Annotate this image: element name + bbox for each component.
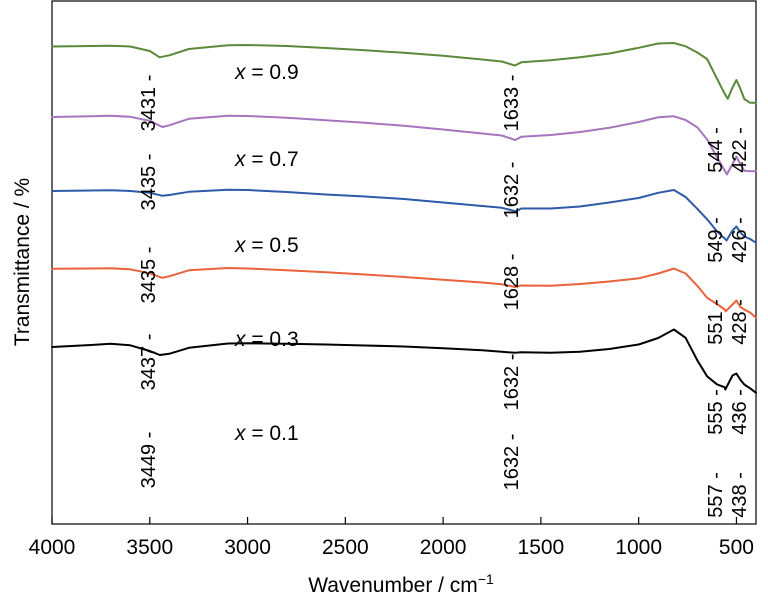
peak-label: 1628 - (501, 254, 523, 311)
y-axis-title: Transmittance / % (11, 178, 34, 346)
peak-label: 436 - (729, 389, 751, 435)
series-line (51, 114, 757, 176)
series-line (51, 42, 757, 104)
peak-label: 3431 - (138, 75, 160, 132)
peak-label: 428 - (729, 299, 751, 345)
peak-label: 555 - (705, 389, 727, 435)
peak-label: 557 - (705, 472, 727, 518)
series-line (51, 188, 757, 244)
peak-label: 422 - (729, 127, 751, 173)
series-label: x = 0.5 (234, 234, 299, 257)
x-tick-label: 4000 (29, 536, 76, 559)
peak-label: 1633 - (501, 75, 523, 132)
series-label: x = 0.3 (234, 328, 299, 351)
x-tick-label: 3000 (224, 536, 271, 559)
x-tick-label: 2500 (322, 536, 369, 559)
series-label: x = 0.1 (234, 422, 299, 445)
peak-annotations: 3431 -1633 -544 -422 -3435 -1632 -549 -4… (138, 75, 751, 518)
series-labels: x = 0.9 x = 0.7 x = 0.5 x = 0.3 x = 0.1 (234, 61, 299, 445)
series-lines (51, 42, 757, 394)
peak-label: 551 - (705, 299, 727, 345)
series-line (51, 267, 757, 319)
series-label: x = 0.7 (234, 148, 299, 171)
peak-label: 3437 - (138, 334, 160, 391)
peak-label: 1632 - (501, 354, 523, 411)
peak-label: 3449 - (138, 432, 160, 489)
peak-label: 3435 - (138, 154, 160, 211)
peak-label: 1632 - (501, 162, 523, 219)
peak-label: 426 - (729, 217, 751, 263)
peak-label: 544 - (705, 127, 727, 173)
series-line (51, 328, 757, 394)
plot-frame (51, 0, 757, 525)
x-tick-label: 1000 (615, 536, 662, 559)
x-tick-label: 3500 (126, 536, 173, 559)
x-tick-label: 2000 (420, 536, 467, 559)
peak-label: 549 - (705, 217, 727, 263)
x-tick-label: 500 (719, 536, 754, 559)
series-label: x = 0.9 (234, 61, 299, 84)
peak-label: 438 - (729, 472, 751, 518)
x-axis-ticks: 4000 3500 3000 2500 2000 1500 1000 500 (29, 517, 754, 559)
x-tick-label: 1500 (518, 536, 565, 559)
peak-label: 1632 - (501, 434, 523, 491)
x-axis-title: Wavenumber / cm−1 (308, 571, 494, 597)
peak-label: 3435 - (138, 247, 160, 304)
